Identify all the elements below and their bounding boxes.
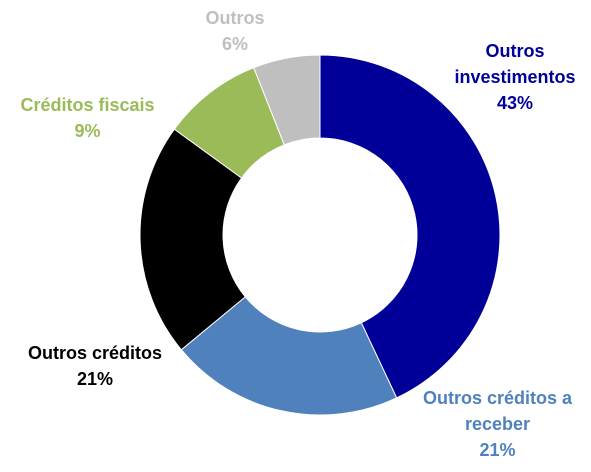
- category-name: Outros créditos: [27, 343, 163, 363]
- value-label: 21%: [76, 369, 114, 389]
- category-name: Outros investimentos: [454, 41, 576, 87]
- value-label: 21%: [479, 440, 516, 460]
- slice-label: Outros investimentos 43%: [430, 38, 591, 116]
- value-label: 6%: [221, 34, 248, 54]
- category-name: Outros: [205, 8, 265, 28]
- slice-label: Outros créditos 21%: [0, 340, 190, 392]
- donut-slice: [253, 54, 321, 146]
- value-label: 9%: [74, 121, 101, 141]
- slice-label: Créditos fiscais 9%: [20, 92, 155, 144]
- slice-label: Outros 6%: [175, 5, 295, 57]
- donut-slice: [139, 128, 246, 351]
- value-label: 43%: [496, 93, 534, 113]
- slice-label: Outros créditos a receber 21%: [405, 385, 590, 463]
- category-name: Créditos fiscais: [20, 95, 155, 115]
- category-name: Outros créditos a receber: [422, 388, 573, 434]
- donut-slice: [180, 296, 398, 416]
- donut-slice: [319, 54, 501, 399]
